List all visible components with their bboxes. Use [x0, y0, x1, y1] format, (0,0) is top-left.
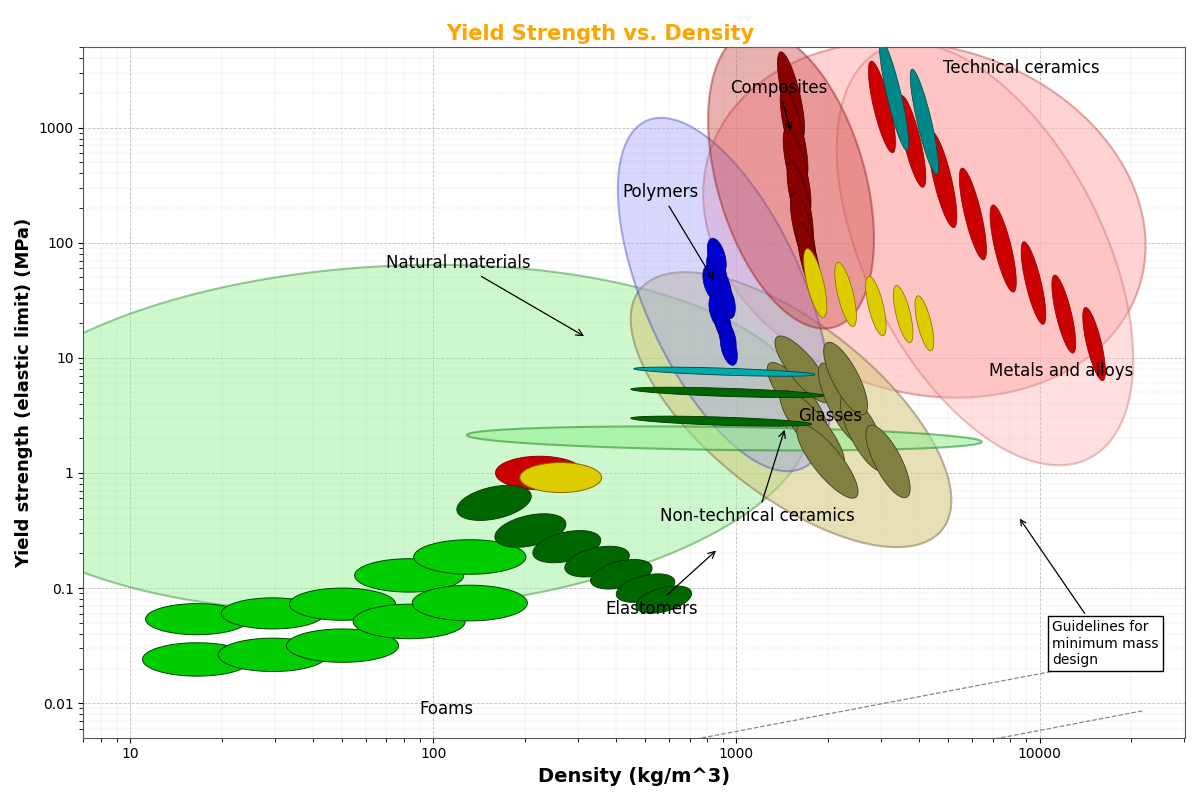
Polygon shape	[880, 40, 908, 151]
Y-axis label: Yield strength (elastic limit) (MPa): Yield strength (elastic limit) (MPa)	[14, 217, 34, 567]
Polygon shape	[703, 265, 721, 301]
Polygon shape	[804, 248, 827, 317]
Polygon shape	[496, 457, 583, 489]
Polygon shape	[287, 629, 398, 662]
Text: Glasses: Glasses	[798, 408, 863, 425]
Polygon shape	[720, 332, 737, 365]
Polygon shape	[797, 223, 821, 296]
Polygon shape	[823, 342, 868, 415]
Polygon shape	[775, 336, 832, 403]
Polygon shape	[218, 638, 328, 671]
Polygon shape	[143, 642, 252, 676]
Polygon shape	[708, 30, 874, 328]
Text: Foams: Foams	[420, 700, 474, 718]
X-axis label: Density (kg/m^3): Density (kg/m^3)	[538, 767, 731, 786]
Polygon shape	[840, 394, 887, 471]
Text: Natural materials: Natural materials	[386, 254, 583, 336]
Polygon shape	[467, 426, 982, 450]
Polygon shape	[899, 95, 925, 187]
Polygon shape	[494, 513, 566, 547]
Polygon shape	[1082, 308, 1105, 380]
Polygon shape	[703, 42, 1146, 397]
Polygon shape	[990, 205, 1016, 292]
Text: Polymers: Polymers	[623, 183, 713, 279]
Text: Composites: Composites	[730, 79, 827, 129]
Polygon shape	[414, 540, 526, 574]
Polygon shape	[959, 168, 986, 260]
Polygon shape	[716, 282, 736, 319]
Polygon shape	[221, 598, 324, 629]
Polygon shape	[914, 296, 934, 351]
Polygon shape	[631, 272, 952, 547]
Polygon shape	[712, 268, 731, 305]
Polygon shape	[353, 604, 466, 638]
Polygon shape	[893, 285, 913, 343]
Polygon shape	[787, 161, 814, 244]
Polygon shape	[767, 363, 827, 434]
Polygon shape	[617, 574, 674, 602]
Polygon shape	[865, 276, 886, 336]
Polygon shape	[791, 192, 816, 270]
Polygon shape	[634, 367, 815, 376]
Polygon shape	[835, 263, 857, 327]
Polygon shape	[1021, 242, 1046, 324]
Polygon shape	[355, 559, 463, 592]
Polygon shape	[911, 69, 938, 175]
Polygon shape	[289, 588, 396, 620]
Polygon shape	[0, 265, 811, 612]
Polygon shape	[413, 586, 527, 621]
Polygon shape	[797, 425, 858, 498]
Polygon shape	[457, 485, 532, 521]
Text: Non-technical ceramics: Non-technical ceramics	[660, 431, 854, 525]
Polygon shape	[590, 559, 652, 589]
Polygon shape	[631, 387, 824, 397]
Text: Guidelines for
minimum mass
design: Guidelines for minimum mass design	[1020, 520, 1158, 666]
Polygon shape	[565, 546, 629, 577]
Polygon shape	[780, 390, 845, 468]
Polygon shape	[520, 463, 601, 493]
Text: Technical ceramics: Technical ceramics	[943, 58, 1099, 77]
Polygon shape	[631, 417, 812, 426]
Polygon shape	[714, 306, 732, 340]
Polygon shape	[780, 87, 808, 179]
Polygon shape	[533, 530, 601, 563]
Polygon shape	[709, 294, 727, 329]
Polygon shape	[1052, 275, 1075, 353]
Polygon shape	[636, 586, 691, 614]
Polygon shape	[836, 43, 1133, 465]
Polygon shape	[869, 61, 895, 153]
Polygon shape	[818, 363, 866, 445]
Text: Elastomers: Elastomers	[606, 551, 715, 618]
Polygon shape	[707, 238, 726, 275]
Polygon shape	[719, 320, 736, 354]
Polygon shape	[618, 118, 830, 471]
Polygon shape	[707, 252, 727, 292]
Polygon shape	[866, 425, 910, 497]
Polygon shape	[145, 604, 248, 634]
Polygon shape	[778, 52, 804, 139]
Text: Yield Strength vs. Density: Yield Strength vs. Density	[446, 24, 754, 44]
Polygon shape	[784, 128, 811, 215]
Text: Metals and alloys: Metals and alloys	[989, 362, 1133, 380]
Polygon shape	[929, 131, 956, 227]
